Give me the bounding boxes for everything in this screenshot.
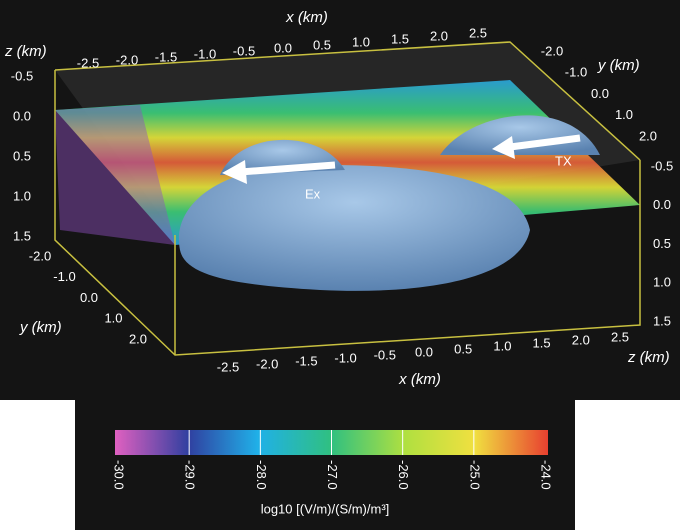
tick-label: 2.0 bbox=[639, 128, 657, 143]
colorbar-tick-label: -26.0 bbox=[396, 460, 411, 490]
tick-label: 0.0 bbox=[653, 197, 671, 212]
colorbar-tick-label: -28.0 bbox=[254, 460, 269, 490]
axis-title: y (km) bbox=[597, 57, 640, 74]
arrow-head bbox=[222, 160, 247, 184]
axis-title: z (km) bbox=[627, 349, 670, 366]
tick-label: -1.0 bbox=[53, 269, 75, 284]
blob-top bbox=[440, 115, 600, 155]
tick-label: -2.0 bbox=[29, 248, 51, 263]
tick-label: 1.0 bbox=[615, 107, 633, 122]
colorbar-label: log10 [(V/m)/(S/m)/m³] bbox=[261, 501, 390, 516]
tick-label: 1.0 bbox=[104, 311, 122, 326]
annotation: Ex bbox=[305, 186, 321, 201]
tick-label: 1.5 bbox=[13, 228, 31, 243]
tick-label: 2.5 bbox=[611, 329, 629, 344]
colorbar-tick-label: -25.0 bbox=[467, 460, 482, 490]
tick-label: 1.0 bbox=[493, 338, 511, 353]
arrows bbox=[239, 134, 581, 176]
tick-label: 1.0 bbox=[13, 188, 31, 203]
tick-label: -1.5 bbox=[155, 49, 177, 64]
tick-label: -2.0 bbox=[116, 52, 138, 67]
axis-title: y (km) bbox=[19, 319, 62, 336]
tick-label: 1.5 bbox=[391, 31, 409, 46]
tick-label: -2.5 bbox=[217, 359, 239, 374]
tick-label: 0.0 bbox=[274, 40, 292, 55]
tick-label: -0.5 bbox=[11, 68, 33, 83]
annotation: TX bbox=[555, 153, 572, 168]
blob bbox=[178, 164, 531, 291]
colorbar-tick-label: -24.0 bbox=[539, 460, 554, 490]
box-frame bbox=[54, 41, 641, 356]
tick-label: 0.0 bbox=[591, 86, 609, 101]
axis-title: x (km) bbox=[285, 9, 328, 26]
colorbar-panel bbox=[75, 400, 575, 530]
arrow-head bbox=[492, 136, 515, 159]
tick-label: 0.0 bbox=[415, 344, 433, 359]
tick-label: 0.0 bbox=[80, 290, 98, 305]
tick-label: 1.0 bbox=[653, 275, 671, 290]
tick-label: -1.0 bbox=[194, 46, 216, 61]
tick-label: 2.5 bbox=[469, 25, 487, 40]
tick-label: -1.5 bbox=[295, 353, 317, 368]
tick-label: 0.5 bbox=[13, 148, 31, 163]
colorbar-tick-label: -29.0 bbox=[183, 460, 198, 490]
axis-title: z (km) bbox=[4, 43, 47, 60]
tick-label: 1.5 bbox=[653, 313, 671, 328]
tick-label: 2.0 bbox=[430, 28, 448, 43]
tick-label: 0.5 bbox=[454, 341, 472, 356]
tick-label: -0.5 bbox=[651, 158, 673, 173]
tick-label: -0.5 bbox=[374, 347, 396, 362]
tick-label: -1.0 bbox=[565, 65, 587, 80]
tick-label: 0.5 bbox=[313, 37, 331, 52]
tick-label: -2.0 bbox=[541, 43, 563, 58]
tick-label: -2.0 bbox=[256, 356, 278, 371]
tick-label: 1.5 bbox=[533, 335, 551, 350]
tick-label: -0.5 bbox=[233, 43, 255, 58]
tick-label: 0.0 bbox=[13, 108, 31, 123]
colorbar-tick-label: -30.0 bbox=[112, 460, 127, 490]
colorbar-tick-label: -27.0 bbox=[325, 460, 340, 490]
tick-label: -2.5 bbox=[77, 55, 99, 70]
tick-label: -1.0 bbox=[334, 350, 356, 365]
tick-label: 2.0 bbox=[129, 331, 147, 346]
slab-edge bbox=[55, 105, 175, 245]
tick-label: 0.5 bbox=[653, 236, 671, 251]
axis-title: x (km) bbox=[398, 371, 441, 388]
tick-label: 2.0 bbox=[572, 332, 590, 347]
tick-label: 1.0 bbox=[352, 34, 370, 49]
